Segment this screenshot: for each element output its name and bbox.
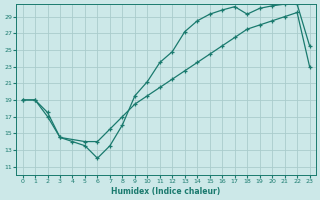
X-axis label: Humidex (Indice chaleur): Humidex (Indice chaleur) (111, 187, 221, 196)
